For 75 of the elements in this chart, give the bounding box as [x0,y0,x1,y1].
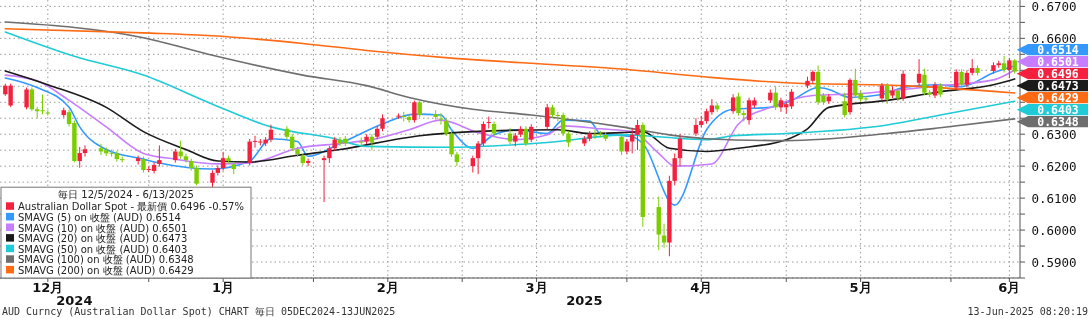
candlestick [922,68,927,96]
candlestick [842,92,847,119]
annotation: 0.6429 [1037,90,1079,105]
candlestick [773,85,778,111]
candlestick [736,92,741,117]
candlestick [183,153,189,164]
candlestick [507,127,513,145]
candlestick [954,68,959,91]
x-tick-label: 12月 [32,280,64,295]
candlestick [449,130,454,158]
candlestick [592,128,598,140]
candlestick [661,223,667,249]
candlestick [619,133,624,156]
candlestick [672,152,677,186]
candlestick [252,135,258,149]
annotation: 0.6496 [1037,66,1079,81]
x-tick-label: 1月 [212,280,235,295]
candlestick [45,109,51,117]
candlestick [321,155,327,203]
candlestick [220,151,226,172]
legend-label: Australian Dollar Spot - 最新價 0.6496 -0.57% [18,201,244,213]
y-tick-label: 0.6100 [1031,190,1077,206]
candlestick [396,112,401,120]
annotation: 0.6403 [1037,102,1079,117]
candlestick [412,100,417,124]
candlestick [778,97,784,113]
text: AUD Curncy (Australian Dollar Spot) CHART 毎日 05DEC2024-13JUN2025 [2,306,396,317]
candlestick [635,119,640,151]
x-tick-label: 3月 [525,280,548,295]
legend-label: SMAVG (50) on 收盤 (AUD) 0.6403 [18,243,188,255]
candlestick [481,120,486,147]
candlestick [29,87,35,112]
y-tick-label: 0.6300 [1031,126,1077,142]
text: 2024 [56,293,93,308]
legend-label: SMAVG (200) on 收盤 (AUD) 0.6429 [18,265,194,276]
candlestick [560,111,566,137]
candlestick [730,93,736,115]
candlestick [1001,55,1007,74]
y-tick-label: 0.6000 [1031,222,1077,238]
y-tick-label: 0.5900 [1031,254,1077,270]
candlestick [693,117,699,137]
candlestick [369,133,375,151]
annotation: 0.6473 [1037,78,1079,93]
y-tick-label: 0.6700 [1031,0,1077,14]
candlestick [438,112,444,126]
annotation: 0.6348 [1037,114,1079,129]
text: 13-Jun-2025 08:20:19 [967,306,1088,317]
candlestick [194,165,199,186]
candlestick [629,127,635,154]
x-tick-label: 5月 [849,280,872,295]
legend-label: SMAVG (5) on 收盤 (AUD) 0.6514 [18,212,181,223]
candlestick [77,146,82,169]
candlestick [157,144,162,167]
annotation: 0.6501 [1037,54,1079,69]
y-tick-label: 0.6200 [1031,158,1077,174]
candlestick [305,157,311,167]
x-tick-label: 4月 [690,280,713,295]
candlestick [247,138,252,167]
line-series [4,27,1016,94]
candlestick [210,169,215,190]
legend-label: SMAVG (10) on 收盤 (AUD) 0.6501 [18,222,188,234]
candlestick [178,140,183,160]
candlestick [475,140,481,175]
legend-label: SMAVG (100) on 收盤 (AUD) 0.6348 [18,254,194,266]
x-tick-label: 2月 [376,280,399,295]
candlestick [82,144,88,158]
candlestick [135,155,141,166]
candlestick [544,103,550,130]
candlestick [916,58,922,86]
candlestick [24,87,29,110]
legend-label: SMAVG (20) on 收盤 (AUD) 0.6473 [18,233,188,245]
text: 2025 [566,293,603,308]
legend-title: 毎日 12/5/2024 - 6/13/2025 [58,188,194,200]
candlestick [1007,57,1012,79]
x-tick-label: 6月 [998,280,1021,295]
